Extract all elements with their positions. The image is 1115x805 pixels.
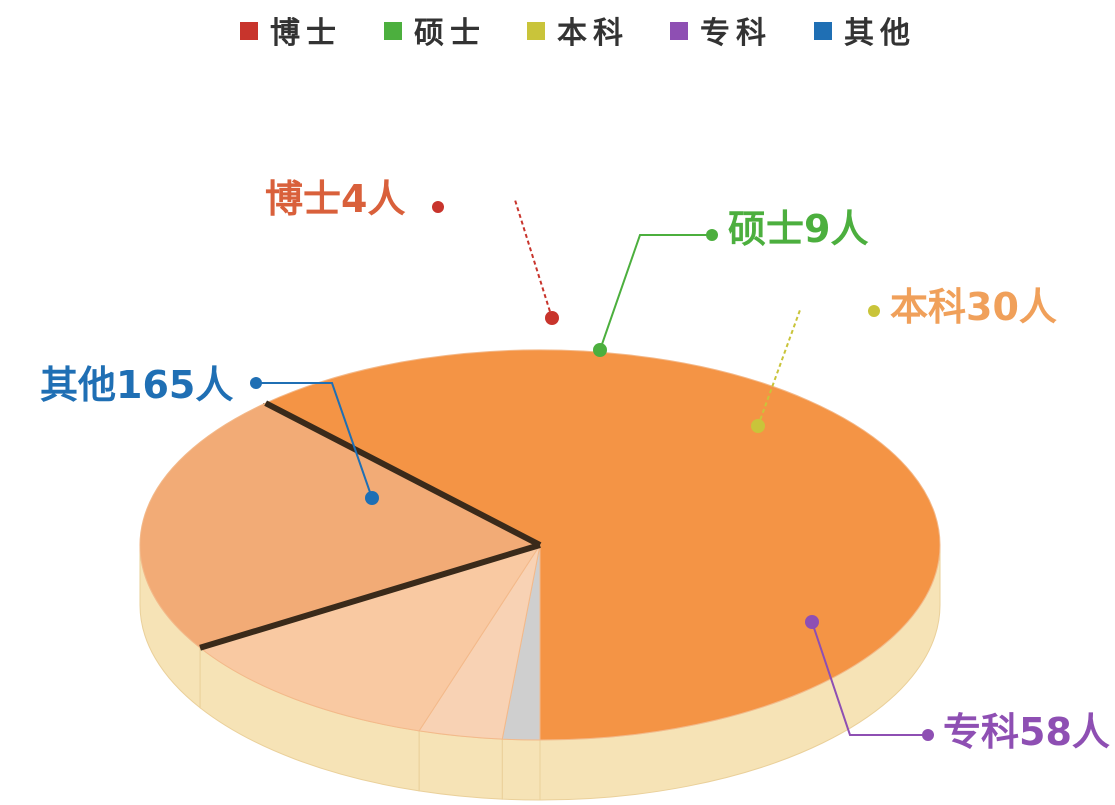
callout-line-phd: [514, 199, 553, 319]
callout-line-master: [599, 234, 712, 351]
data-label-bachelor: 本科30人: [890, 285, 1057, 329]
legend-item-master: 硕士: [384, 16, 486, 51]
callout-bachelor: 本科30人: [751, 285, 1057, 433]
callout-line-other: [256, 382, 373, 499]
data-label-associate: 专科58人: [943, 710, 1110, 754]
pie-separator-1: [264, 400, 542, 548]
pie-side-phd: [501, 738, 541, 801]
legend-swatch-master: [384, 22, 402, 40]
callout-anchor-bachelor: [751, 419, 765, 433]
callout-end-master: [706, 229, 718, 241]
legend-swatch-bachelor: [527, 22, 545, 40]
callout-associate: 专科58人: [805, 615, 1110, 754]
callout-line-associate: [811, 621, 928, 736]
pie-side-master: [418, 730, 503, 800]
data-label-other: 其他165人: [40, 363, 233, 407]
legend-item-bachelor: 本科: [527, 16, 629, 51]
legend-item-phd: 博士: [240, 16, 342, 51]
legend-swatch-phd: [240, 22, 258, 40]
data-label-phd: 博士4人: [265, 177, 405, 221]
legend: 博士 硕士 本科 专科 其他: [240, 16, 916, 51]
pie-top: [139, 349, 941, 741]
callout-end-other: [250, 377, 262, 389]
callout-marker-bachelor: [868, 305, 880, 317]
legend-label-associate: 专科: [700, 16, 772, 51]
pie-separator-0: [199, 542, 541, 651]
callout-anchor-associate: [805, 615, 819, 629]
callout-anchor-other: [365, 491, 379, 505]
legend-label-phd: 博士: [270, 16, 342, 51]
callout-other: 其他165人: [40, 363, 379, 505]
legend-item-associate: 专科: [670, 16, 772, 51]
callout-end-associate: [922, 729, 934, 741]
legend-label-other: 其他: [844, 16, 916, 51]
data-label-master: 硕士9人: [728, 207, 868, 251]
callout-master: 硕士9人: [593, 207, 868, 357]
legend-item-other: 其他: [814, 16, 916, 51]
callout-phd: 博士4人: [265, 177, 559, 325]
pie-slice-bachelor: [198, 544, 542, 732]
callout-anchor-phd: [545, 311, 559, 325]
legend-swatch-other: [814, 22, 832, 40]
legend-swatch-associate: [670, 22, 688, 40]
legend-label-master: 硕士: [414, 16, 486, 51]
pie-slice-other: [264, 349, 941, 741]
callout-anchor-master: [593, 343, 607, 357]
callout-marker-phd: [432, 201, 444, 213]
legend-label-bachelor: 本科: [557, 16, 629, 51]
pie-slice-associate: [139, 402, 542, 649]
